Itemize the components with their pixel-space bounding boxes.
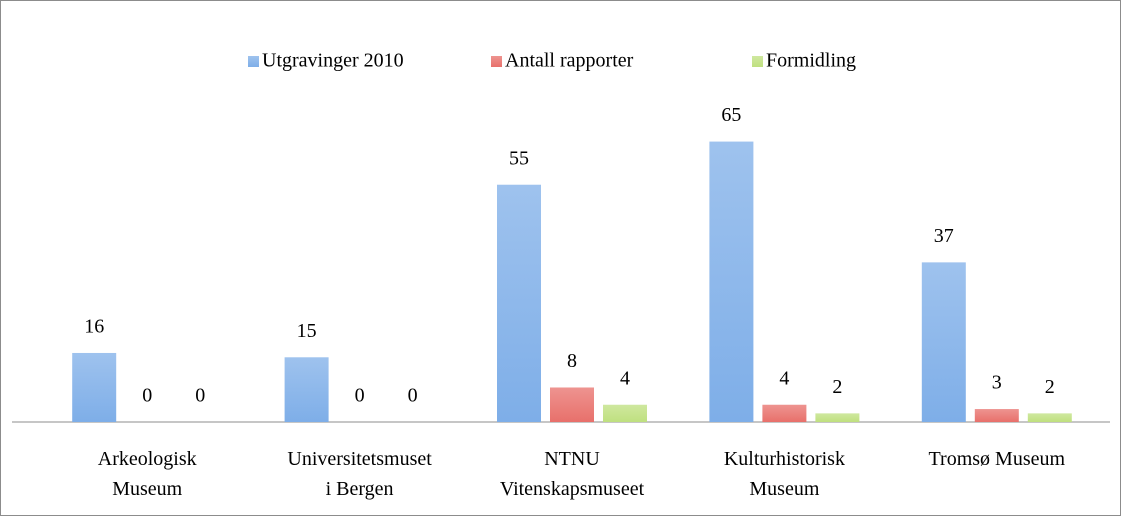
data-label: 0 <box>195 385 205 407</box>
bar <box>550 387 594 422</box>
data-label: 16 <box>84 316 104 338</box>
legend-label: Formidling <box>766 50 856 72</box>
bar <box>974 409 1019 422</box>
legend-label: Utgravinger 2010 <box>262 50 404 72</box>
data-label: 8 <box>567 350 577 372</box>
bar <box>709 141 754 423</box>
bar <box>921 262 966 422</box>
legend-label: Antall rapporter <box>505 50 634 72</box>
x-tick-label: Tromsø Museum <box>929 448 1066 470</box>
data-label: 4 <box>620 367 630 389</box>
bar <box>815 413 860 422</box>
bar <box>284 357 329 422</box>
data-label: 0 <box>142 385 152 407</box>
bar <box>497 184 541 422</box>
legend-swatch <box>248 56 259 67</box>
data-label: 37 <box>934 225 954 247</box>
x-tick-label: Kulturhistorisk Museum <box>724 448 845 500</box>
x-tick-label: Universitetsmuset i Bergen <box>287 448 432 500</box>
data-label: 65 <box>721 104 741 126</box>
data-label: 3 <box>992 372 1002 394</box>
data-label: 4 <box>779 367 789 389</box>
data-label: 0 <box>355 385 365 407</box>
bar <box>1027 413 1072 422</box>
data-label: 55 <box>509 147 529 169</box>
x-tick-label: Arkeologisk Museum <box>98 448 197 500</box>
data-label: 15 <box>297 320 317 342</box>
data-label: 0 <box>408 385 418 407</box>
bar <box>603 404 647 422</box>
data-label: 2 <box>1045 376 1055 398</box>
legend-swatch <box>491 56 502 67</box>
legend-swatch <box>752 56 763 67</box>
x-tick-label: NTNU Vitenskapsmuseet <box>500 448 645 500</box>
bar <box>762 404 807 422</box>
data-label: 2 <box>832 376 842 398</box>
bar <box>72 352 117 422</box>
